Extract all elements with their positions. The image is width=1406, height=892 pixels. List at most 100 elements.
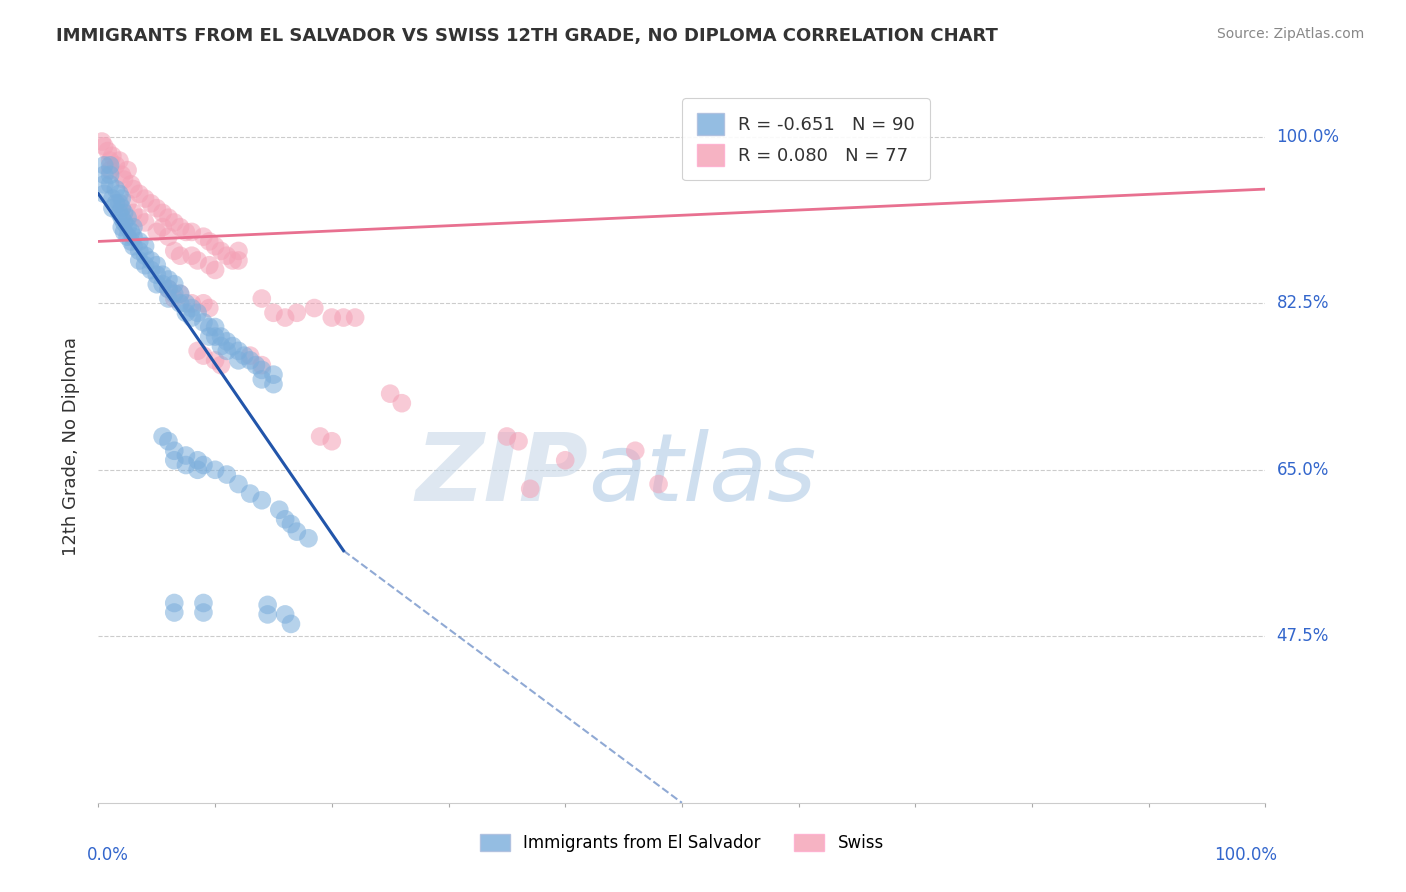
Point <box>146 277 169 292</box>
Point <box>134 258 156 272</box>
Point <box>112 215 135 229</box>
Point <box>112 172 135 186</box>
Point <box>134 192 156 206</box>
Point <box>215 249 238 263</box>
Point <box>163 443 186 458</box>
Point <box>152 206 174 220</box>
Point <box>146 225 169 239</box>
Point <box>274 512 297 526</box>
Point <box>193 229 215 244</box>
Point <box>139 263 162 277</box>
Point <box>193 349 215 363</box>
Point <box>112 206 135 220</box>
Point <box>128 235 150 249</box>
Point <box>239 353 262 368</box>
Point <box>228 353 250 368</box>
Point <box>256 598 278 612</box>
Point <box>174 225 197 239</box>
Point <box>187 343 209 358</box>
Legend: Immigrants from El Salvador, Swiss: Immigrants from El Salvador, Swiss <box>474 827 890 859</box>
Point <box>209 244 232 258</box>
Point <box>180 296 202 310</box>
Text: ZIP: ZIP <box>416 428 589 521</box>
Point <box>152 268 174 282</box>
Point <box>157 272 180 286</box>
Point <box>139 196 162 211</box>
Point <box>152 429 174 443</box>
Point <box>117 211 139 225</box>
Point <box>193 458 215 472</box>
Point <box>204 353 226 368</box>
Point <box>519 482 541 496</box>
Point <box>128 244 150 258</box>
Text: 0.0%: 0.0% <box>87 846 128 863</box>
Point <box>157 292 180 306</box>
Point <box>239 349 262 363</box>
Point <box>391 396 413 410</box>
Point <box>108 206 131 220</box>
Point <box>157 282 180 296</box>
Point <box>112 225 135 239</box>
Point <box>146 201 169 215</box>
Point <box>250 358 273 372</box>
Point <box>104 182 127 196</box>
Point <box>134 249 156 263</box>
Point <box>146 268 169 282</box>
Point <box>239 486 262 500</box>
Point <box>93 178 115 192</box>
Point <box>274 310 297 325</box>
Point <box>117 220 139 235</box>
Point <box>90 135 112 149</box>
Point <box>647 477 669 491</box>
Point <box>221 253 243 268</box>
Point <box>228 343 250 358</box>
Point <box>157 434 180 449</box>
Point <box>169 249 191 263</box>
Point <box>111 211 134 225</box>
Point <box>163 292 186 306</box>
Point <box>169 286 191 301</box>
Point <box>97 144 120 158</box>
Point <box>180 249 202 263</box>
Point <box>198 320 221 334</box>
Point <box>122 229 145 244</box>
Point <box>321 310 343 325</box>
Point <box>157 229 180 244</box>
Point <box>215 467 238 482</box>
Point <box>111 220 134 235</box>
Point <box>250 363 273 377</box>
Point <box>193 606 215 620</box>
Point <box>108 186 131 201</box>
Point <box>344 310 367 325</box>
Point <box>93 168 115 182</box>
Point <box>198 235 221 249</box>
Point <box>228 244 250 258</box>
Point <box>163 277 186 292</box>
Text: 100.0%: 100.0% <box>1213 846 1277 863</box>
Point <box>256 607 278 622</box>
Point <box>122 220 145 235</box>
Point <box>204 263 226 277</box>
Text: 47.5%: 47.5% <box>1277 627 1329 645</box>
Point <box>187 463 209 477</box>
Point <box>380 386 402 401</box>
Point <box>169 220 191 235</box>
Point <box>117 229 139 244</box>
Point <box>496 429 519 443</box>
Point <box>250 372 273 386</box>
Point <box>508 434 530 449</box>
Point <box>122 182 145 196</box>
Point <box>215 343 238 358</box>
Point <box>152 220 174 235</box>
Point <box>193 596 215 610</box>
Point <box>157 282 180 296</box>
Point <box>128 253 150 268</box>
Point <box>163 453 186 467</box>
Point <box>163 596 186 610</box>
Point <box>122 239 145 253</box>
Point <box>250 493 273 508</box>
Point <box>104 158 127 172</box>
Point <box>221 339 243 353</box>
Text: IMMIGRANTS FROM EL SALVADOR VS SWISS 12TH GRADE, NO DIPLOMA CORRELATION CHART: IMMIGRANTS FROM EL SALVADOR VS SWISS 12T… <box>56 27 998 45</box>
Point <box>624 443 647 458</box>
